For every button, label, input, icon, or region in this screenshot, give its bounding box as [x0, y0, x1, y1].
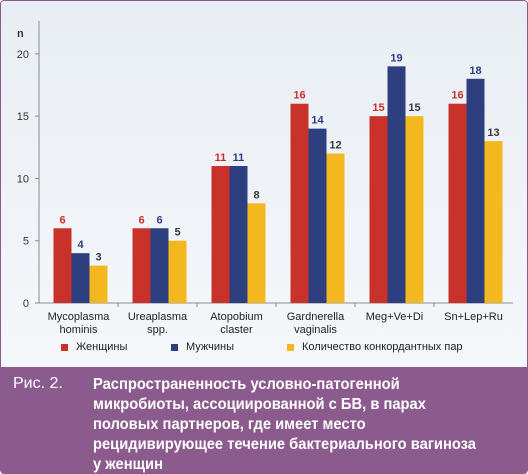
bar-value-label: 5: [174, 227, 180, 239]
caption-text: Распространенность условно-патогенной ми…: [93, 376, 476, 473]
legend-item: Количество конкордантных пар: [287, 341, 463, 353]
bar-value-label: 11: [233, 152, 245, 164]
bar-value-label: 18: [469, 65, 481, 77]
bar: [466, 78, 485, 304]
bar-value-label: 4: [77, 239, 84, 251]
bar: [484, 141, 503, 303]
bar: [308, 128, 327, 303]
legend-label: Мужчины: [186, 341, 235, 353]
x-tick-label: vaginalis: [294, 324, 337, 336]
x-tick-label: spp.: [147, 324, 168, 336]
figure-caption: Рис. 2. Распространенность условно-патог…: [1, 367, 527, 473]
x-tick-label: Ureaplasma: [128, 311, 188, 323]
bar: [89, 265, 108, 303]
x-tick-label: Meg+Ve+Di: [366, 311, 423, 323]
bar-value-label: 3: [95, 252, 101, 264]
bar-value-label: 8: [253, 189, 259, 201]
y-tick-label: 15: [17, 111, 29, 123]
bar: [168, 240, 187, 303]
legend-swatch: [61, 343, 68, 351]
bar: [229, 166, 248, 303]
legend-label: Количество конкордантных пар: [302, 341, 463, 353]
caption-prefix: Рис. 2.: [13, 375, 63, 392]
bar-value-label: 11: [215, 152, 227, 164]
bar: [150, 228, 169, 303]
x-tick-label: Atopobium: [210, 311, 263, 323]
chart-area: n 0 5 10 15 20 6 4 3 Mycoplasma hominis 6 6 5 Ureaplas…: [1, 1, 527, 367]
bar: [211, 166, 230, 303]
y-axis-label: n: [17, 28, 24, 40]
bar-value-label: 6: [138, 214, 144, 226]
bar-value-label: 14: [311, 115, 324, 127]
bar: [53, 228, 72, 303]
x-tick-label: Gardnerella: [287, 311, 345, 323]
y-tick-label: 20: [17, 49, 29, 61]
bar: [369, 116, 388, 303]
bar: [132, 228, 151, 303]
y-tick-label: 0: [23, 298, 29, 310]
bar-value-label: 16: [293, 90, 305, 102]
bar: [247, 203, 266, 303]
bar-value-label: 13: [487, 127, 499, 139]
x-tick-label: hominis: [60, 324, 98, 336]
legend-swatch: [287, 343, 294, 351]
bar: [71, 253, 90, 303]
bar-value-label: 16: [451, 90, 463, 102]
x-tick-label: Sn+Lep+Ru: [444, 311, 503, 323]
x-tick-label: claster: [220, 324, 253, 336]
bar-value-label: 15: [408, 102, 420, 114]
y-tick-label: 10: [17, 173, 29, 185]
bar: [448, 103, 467, 304]
bar-value-label: 15: [372, 102, 384, 114]
bar-value-label: 19: [390, 52, 402, 64]
legend-swatch: [171, 343, 178, 351]
legend-item: Женщины: [61, 341, 127, 353]
bar-value-label: 6: [156, 214, 162, 226]
bar: [405, 116, 424, 303]
bar: [290, 103, 309, 304]
bar-value-label: 6: [59, 214, 65, 226]
chart-legend: Женщины Мужчины Количество конкордантных п…: [61, 341, 521, 361]
legend-item: Мужчины: [171, 341, 234, 353]
legend-label: Женщины: [76, 341, 128, 353]
x-tick-label: Mycoplasma: [48, 311, 111, 323]
bar-value-label: 12: [329, 140, 341, 152]
y-tick-label: 5: [23, 236, 29, 248]
bar: [326, 153, 345, 303]
bar: [387, 66, 406, 303]
